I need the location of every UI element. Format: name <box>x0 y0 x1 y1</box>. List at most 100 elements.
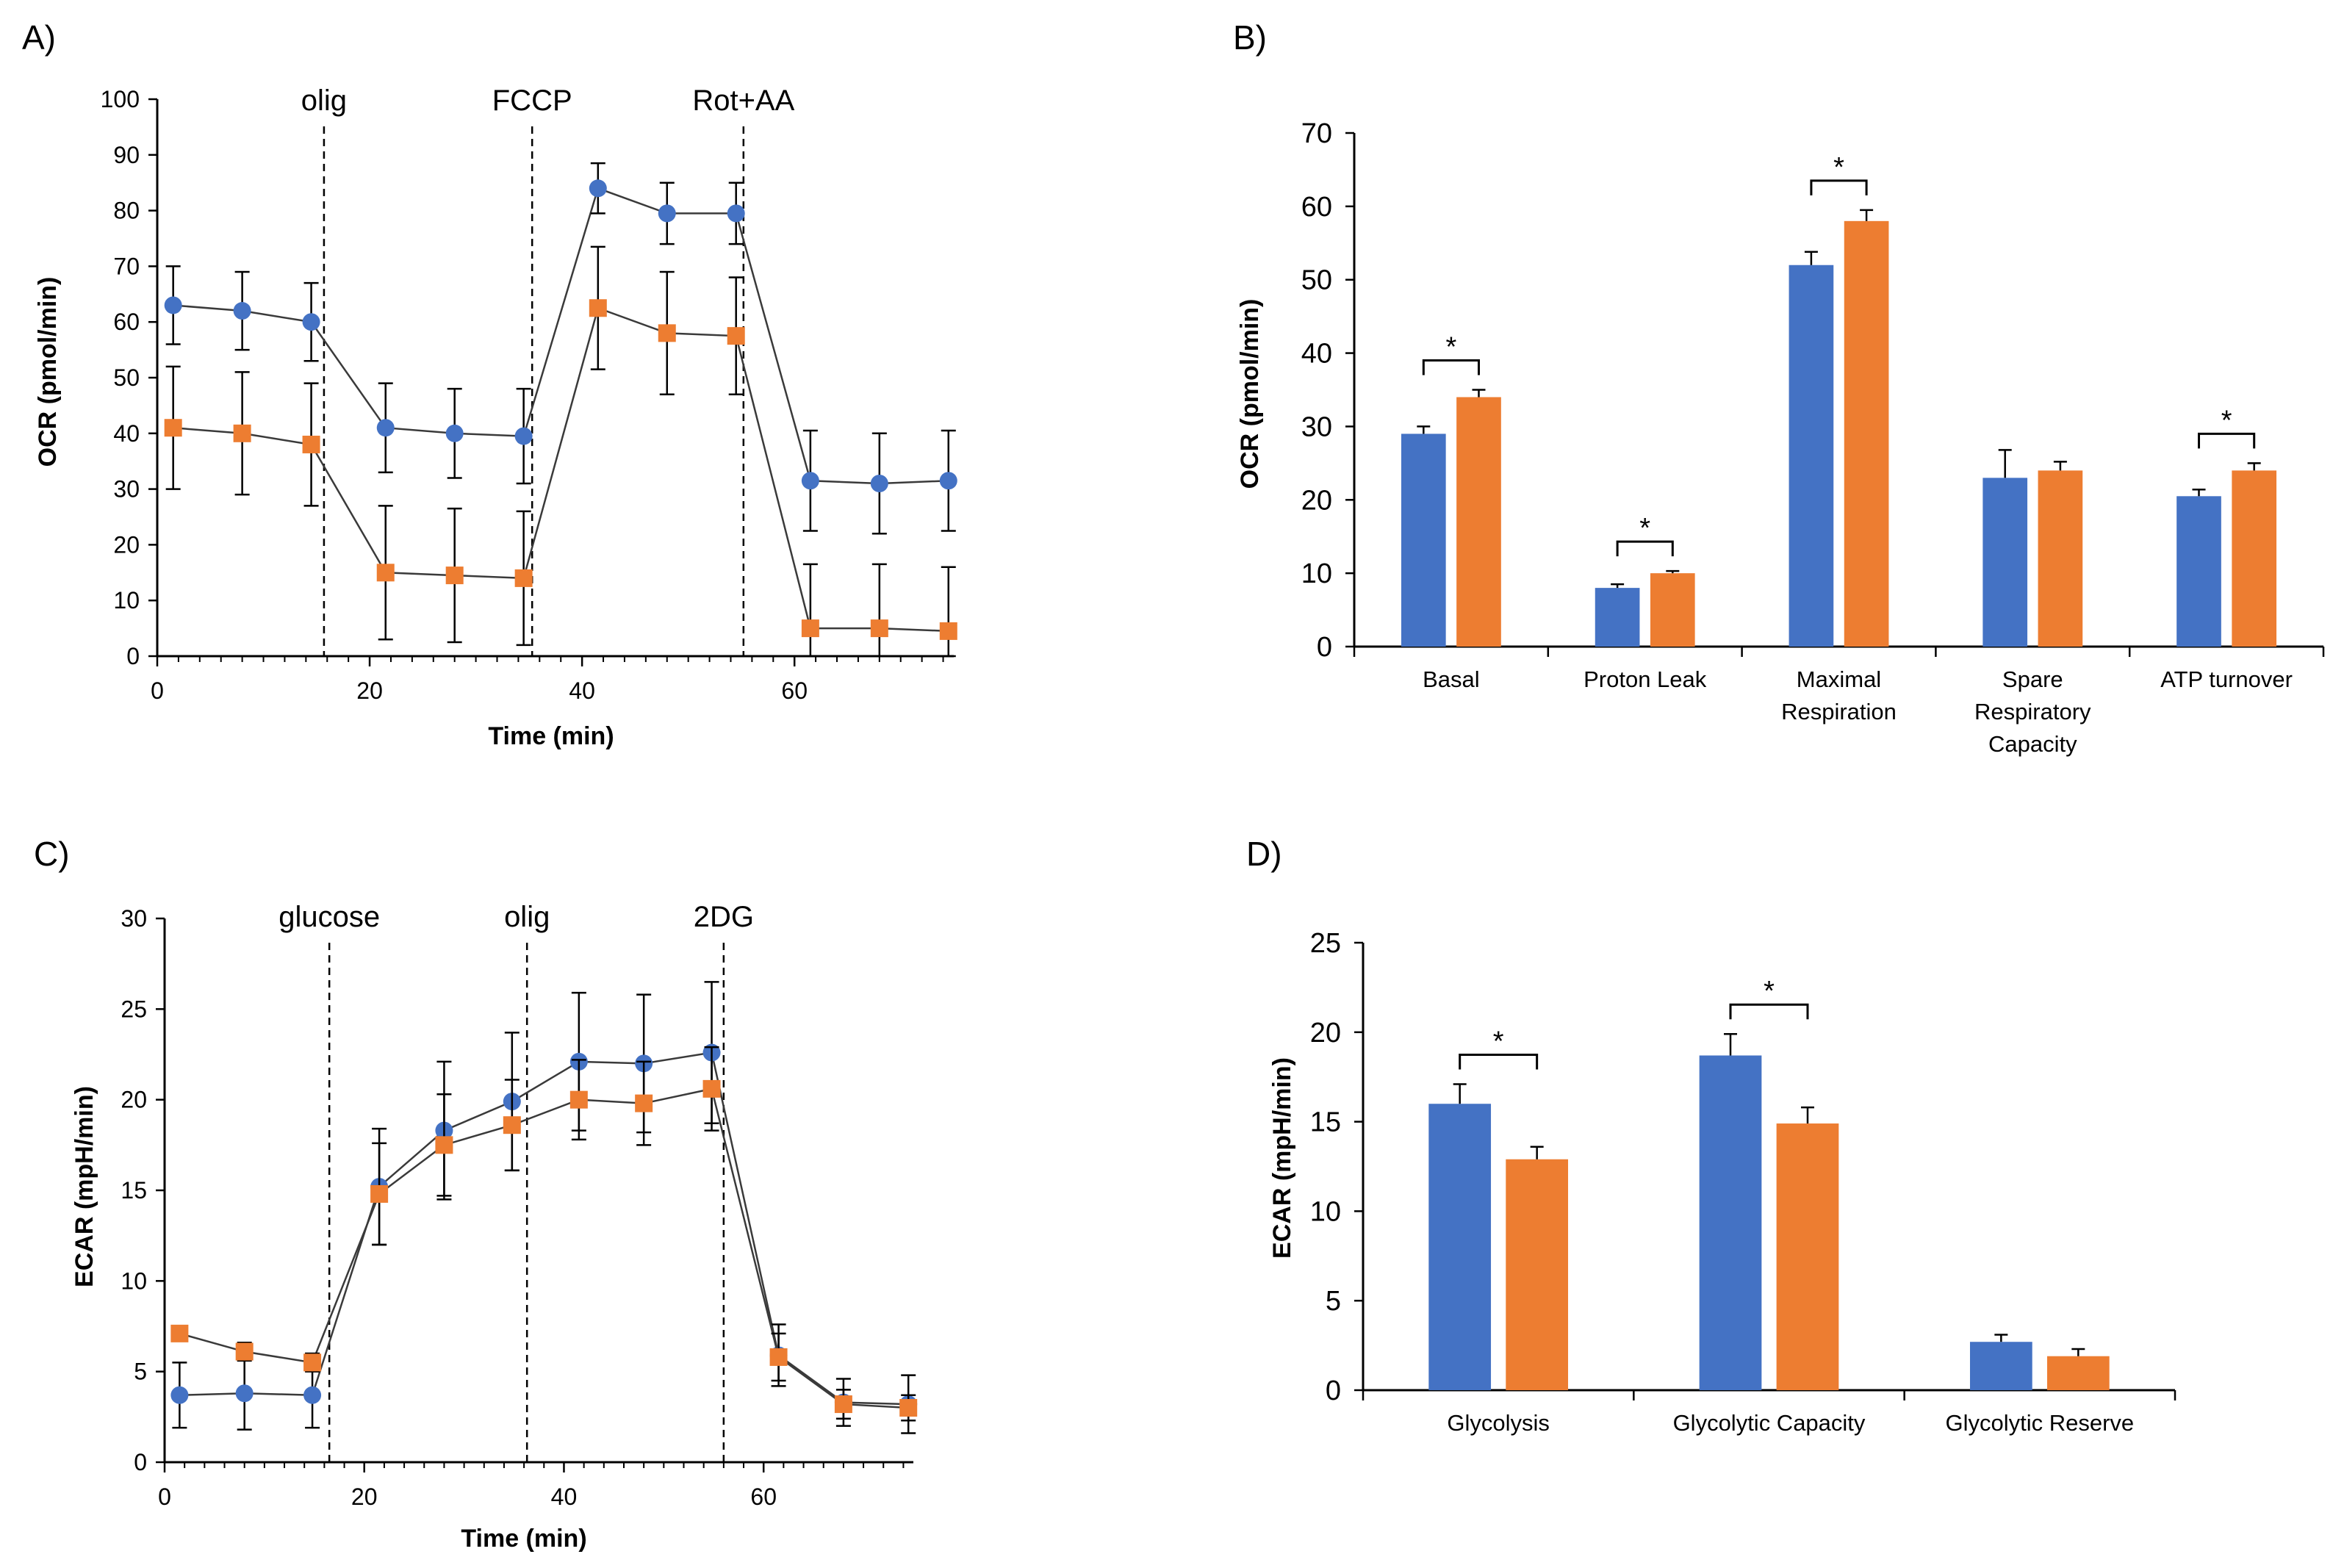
panel-d-label: D) <box>1246 835 1282 873</box>
panel-d-series-1-bar <box>1969 1342 2032 1390</box>
panel-d-ytick-label: 15 <box>1310 1107 1341 1138</box>
panel-b-series-1-bar <box>1401 434 1446 647</box>
panel-c-series-2-point <box>569 1090 588 1109</box>
panel-b-category-label: ATP turnover <box>2160 666 2293 692</box>
panel-b-category-label-line: Proton Leak <box>1584 666 1707 692</box>
panel-d-significance-star: * <box>1493 1026 1504 1057</box>
panel-a-xtick-label: 60 <box>781 677 808 704</box>
panel-a-xlabel: Time (min) <box>488 722 614 750</box>
panel-c-ylabel: ECAR (mpH/min) <box>71 1086 98 1287</box>
panel-b-bars <box>1401 209 2277 647</box>
panel-d-series-2-bar <box>1506 1159 1569 1390</box>
panel-b-series-2-bar <box>2038 470 2083 647</box>
panel-c-series-2-point <box>170 1324 189 1342</box>
panel-d-significance-bracket <box>1459 1053 1539 1070</box>
panel-a-ytick-label: 100 <box>101 86 140 112</box>
panel-a-injection-label: Rot+AA <box>692 84 794 117</box>
panel-a-ytick-label: 90 <box>113 142 140 168</box>
panel-c-ytick-label: 30 <box>121 905 147 932</box>
panel-c-ytick-label: 25 <box>121 996 147 1022</box>
panel-b-category-label-line: Respiratory <box>1974 699 2091 724</box>
panel-c-xtick-label: 0 <box>158 1484 171 1510</box>
panel-d-category-label-line: Glycolytic Capacity <box>1673 1410 1866 1436</box>
panel-c-series-2-point <box>503 1116 521 1134</box>
panel-b-category-label: Spare Respiratory Capacity <box>1974 666 2091 757</box>
panel-a-series <box>164 162 957 658</box>
panel-c-ytick-label: 0 <box>134 1449 147 1475</box>
panel-c-xtick-label: 60 <box>750 1484 777 1510</box>
panel-c-series-1-point <box>303 1386 322 1404</box>
panel-d-axes: 0 5 10 15 20 25 Glycolysis Glycolytic Capacity G… <box>1310 928 2176 1436</box>
panel-b-series-2-bar <box>2232 470 2277 647</box>
panel-a-series-1-point <box>939 472 957 490</box>
panel-a-series-2-point <box>658 324 676 342</box>
panel-c-ytick-label: 15 <box>121 1177 147 1204</box>
panel-d-significance-star: * <box>1764 976 1775 1007</box>
panel-b-ytick-label: 40 <box>1301 339 1332 370</box>
panel-a-series-2-point <box>514 569 533 587</box>
panel-d-ytick-label: 25 <box>1310 928 1341 959</box>
panel-a-series-2-point <box>164 419 182 437</box>
panel-b-category-label: Proton Leak <box>1584 666 1707 692</box>
panel-c-series-2-point <box>235 1342 254 1361</box>
panel-a-series-1-point <box>302 313 320 331</box>
panel-b-significance-bracket <box>1810 179 1868 195</box>
panel-c-ytick-label: 10 <box>121 1267 147 1294</box>
panel-b-series-2-bar <box>1844 220 1889 647</box>
panel-b-significance-bracket <box>1616 540 1674 557</box>
panel-c: C) ECAR (mpH/min) Time (min) glucose olig… <box>34 835 918 1553</box>
panel-a-series-1-point <box>164 296 182 314</box>
panel-a-series-1-point <box>658 204 676 223</box>
panel-a-series-1-point <box>801 472 819 490</box>
panel-a-ytick-label: 40 <box>113 420 140 447</box>
panel-d-series-2-bar <box>1776 1123 1839 1390</box>
panel-a-series-2-point <box>801 619 819 638</box>
panel-d-category-label: Glycolysis <box>1447 1410 1550 1436</box>
panel-b: B) OCR (pmol/min) 0 10 20 30 40 50 60 70 Basal Pr… <box>1233 18 2325 757</box>
panel-d-ytick-label: 20 <box>1310 1018 1341 1049</box>
panel-b-category-label-line: ATP turnover <box>2160 666 2293 692</box>
panel-b-ytick-label: 60 <box>1301 192 1332 223</box>
panel-c-label: C) <box>34 835 70 873</box>
panel-b-significance-star: * <box>2221 405 2232 436</box>
panel-a-ytick-label: 10 <box>113 587 140 614</box>
panel-c-injection-label: 2DG <box>694 901 754 933</box>
panel-c-series-2-point <box>370 1184 389 1203</box>
panel-a-ytick-label: 60 <box>113 309 140 335</box>
panel-a-series-2-point <box>727 327 745 345</box>
panel-b-category-label-line: Capacity <box>1988 731 2077 757</box>
panel-c-xtick-label: 20 <box>351 1484 378 1510</box>
panel-c-series-2-point <box>702 1079 721 1098</box>
panel-d-bars <box>1428 1032 2110 1390</box>
panel-b-category-label-line: Spare <box>2002 666 2063 692</box>
panel-a-series-2-point <box>233 424 251 442</box>
panel-a-xtick-label: 0 <box>151 677 164 704</box>
panel-c-injection-label: glucose <box>278 901 380 933</box>
panel-a-injection-label: FCCP <box>492 84 572 117</box>
panel-a-series-2-line <box>173 306 949 633</box>
panel-a: A) OCR (pmol/min) Time (min) olig FCCP Rot… <box>22 18 957 750</box>
panel-b-ytick-label: 20 <box>1301 485 1332 516</box>
panel-b-ytick-label: 10 <box>1301 558 1332 589</box>
panel-a-series-2-point <box>445 567 464 585</box>
panel-a-ytick-label: 70 <box>113 253 140 279</box>
panel-d-series-2-bar <box>2046 1356 2110 1390</box>
panel-b-ylabel: OCR (pmol/min) <box>1236 299 1264 489</box>
panel-b-significance-star: * <box>1446 332 1457 363</box>
panel-b-category-label: Maximal Respiration <box>1781 666 1897 724</box>
panel-c-series-2-point <box>303 1353 322 1372</box>
panel-a-series-1-point <box>870 475 888 493</box>
panel-c-series-2-point <box>769 1348 788 1366</box>
panel-a-series-2-point <box>870 619 888 638</box>
panel-b-significance: * * * * <box>1422 152 2256 557</box>
panel-a-ytick-label: 0 <box>126 643 140 669</box>
panel-c-series-1-line <box>179 1051 909 1406</box>
panel-b-significance-bracket <box>2198 432 2256 449</box>
panel-b-category-label-line: Maximal <box>1797 666 1881 692</box>
panel-a-series-1-point <box>376 419 395 437</box>
panel-d-series-1-bar <box>1428 1104 1492 1390</box>
panel-b-ytick-label: 30 <box>1301 411 1332 442</box>
panel-a-series-2-point <box>376 564 395 582</box>
panel-d-category-label: Glycolytic Reserve <box>1945 1410 2134 1436</box>
panel-d: D) ECAR (mpH/min) 0 5 10 15 20 25 Glycolysis Gl… <box>1246 835 2176 1436</box>
